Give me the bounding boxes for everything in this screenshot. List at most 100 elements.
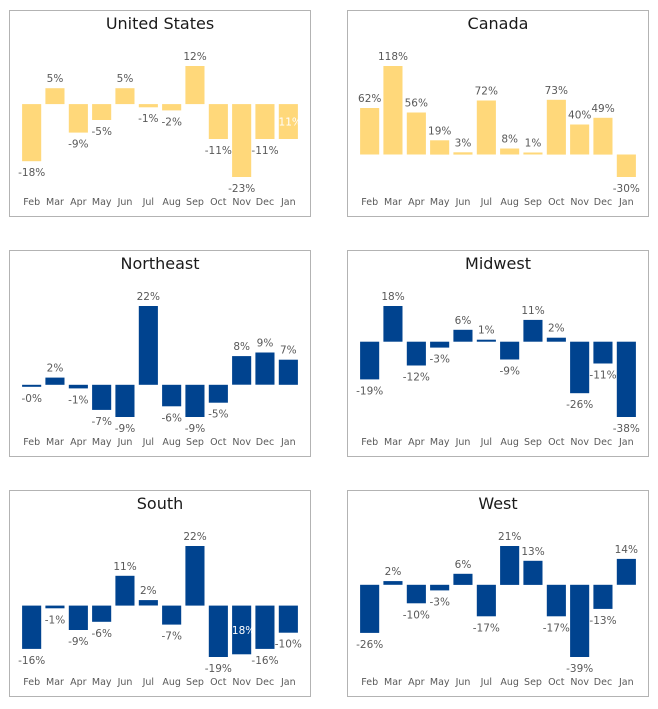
bar-apr [68,605,88,630]
bar-nov [232,104,252,177]
x-tick-label: Nov [570,437,589,448]
bar-mar [45,88,65,105]
bar-apr [406,112,426,155]
x-tick-label: Jul [480,437,492,448]
bar-aug [500,341,520,360]
data-label: -10% [403,609,430,621]
data-label: -11% [251,145,278,157]
x-tick-label: Sep [186,437,204,448]
bar-may [92,104,112,120]
data-label: -12% [403,372,430,384]
data-label: -9% [68,636,88,648]
data-label: 8% [233,341,250,353]
x-tick-label: Sep [524,197,542,208]
x-tick-label: Aug [162,197,181,208]
bar-oct [546,99,566,155]
bar-nov [232,605,252,655]
bar-jul [138,104,158,108]
x-tick-label: Mar [46,197,64,208]
bar-jun [115,575,135,606]
data-label: -11% [589,370,616,382]
x-tick-label: Nov [232,437,251,448]
chart-title: South [136,494,184,513]
x-tick-label: Jan [280,197,296,208]
bar-jul [476,100,496,155]
x-tick-label: Mar [46,437,64,448]
data-label: -11% [275,117,302,129]
x-tick-label: Dec [594,197,612,208]
data-label: -6% [91,628,111,640]
x-tick-label: Nov [232,677,251,688]
data-label: 7% [280,345,297,357]
x-tick-label: Jun [455,197,471,208]
data-label: -1% [138,113,158,125]
data-label: -10% [275,639,302,651]
bar-may [430,341,450,348]
x-tick-label: Nov [570,197,589,208]
data-label: -1% [68,394,88,406]
bar-chart-svg: -0%Feb2%Mar-1%Apr-7%May-9%Jun22%Jul-6%Au… [21,291,298,448]
x-tick-label: Oct [548,677,565,688]
bar-dec [255,352,275,385]
x-tick-label: Aug [500,437,519,448]
data-label: -2% [161,116,181,128]
bar-aug [500,148,520,155]
bar-oct [208,104,228,139]
x-tick-label: Jun [455,437,471,448]
data-label: -5% [91,126,111,138]
bar-jun [453,152,473,155]
data-label: -26% [356,639,383,651]
data-label: 3% [455,137,472,149]
bar-feb [22,384,42,387]
x-tick-label: Sep [186,197,204,208]
bar-dec [255,104,275,139]
bar-may [92,384,112,410]
bar-chart-svg: -19% Feb 18% Mar -12% Apr -3% May 6% Jun 1% Jul -9% A… [356,291,640,448]
data-label: 22% [183,531,206,543]
bar-oct [546,584,566,617]
data-label: 6% [455,315,472,327]
data-label: -9% [499,366,519,378]
bar-jul [138,600,158,606]
x-tick-label: Jan [618,197,634,208]
data-label: -9% [185,423,205,435]
data-label: 62% [358,93,381,105]
data-label: -6% [161,412,181,424]
bar-jan [616,154,636,177]
bar-nov [570,341,590,394]
bar-aug [162,104,182,111]
data-label: 9% [257,338,274,350]
x-tick-label: Oct [210,437,227,448]
bar-feb [22,605,42,649]
x-tick-label: Feb [23,197,40,208]
x-tick-label: Sep [524,437,542,448]
x-tick-label: Dec [256,197,274,208]
bar-dec [593,584,613,609]
chart-panel-canada: Canada 62% Feb 118% Mar 56% Apr 19% May 3% Jun 72%… [347,10,649,217]
x-tick-label: Jun [455,677,471,688]
x-tick-label: Aug [162,437,181,448]
data-label: 18% [381,291,404,303]
data-label: -3% [429,596,449,608]
bar-chart-svg: 62% Feb 118% Mar 56% Apr 19% May 3% Jun 72% Jul 8% Au… [358,51,640,208]
data-label: -39% [566,663,593,675]
data-label: -19% [356,385,383,397]
data-label: 118% [378,51,408,63]
bar-mar [383,581,403,585]
bar-may [430,140,450,155]
x-tick-label: Sep [186,677,204,688]
data-label: 8% [501,134,518,146]
bar-mar [45,605,65,609]
bar-dec [593,341,613,364]
x-tick-label: May [430,437,450,448]
bar-oct [208,384,228,403]
data-label: 2% [47,363,64,375]
data-label: 73% [545,85,568,97]
bar-mar [45,377,65,385]
x-tick-label: Dec [256,437,274,448]
data-label: 14% [615,544,638,556]
bar-chart-svg: -26% Feb 2% Mar -10% Apr -3% May 6% Jun -17% Jul 21%… [356,531,638,688]
data-label: 5% [117,73,134,85]
x-tick-label: Apr [408,677,425,688]
data-label: 49% [591,103,614,115]
